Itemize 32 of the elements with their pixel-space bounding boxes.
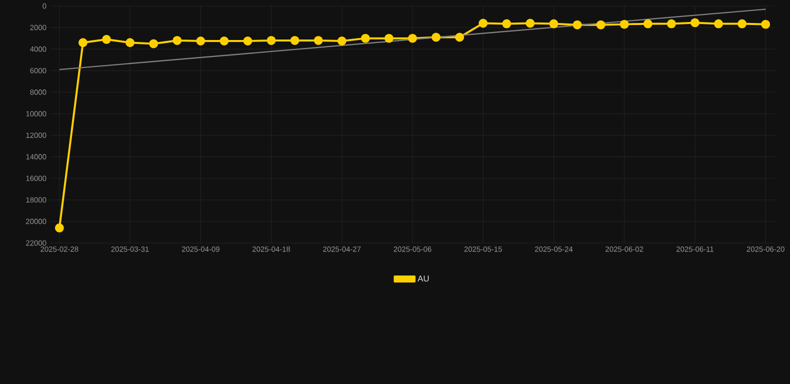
point xyxy=(149,39,158,48)
point xyxy=(172,36,182,45)
point xyxy=(384,34,394,43)
point xyxy=(220,36,229,46)
point xyxy=(266,36,276,45)
point xyxy=(337,36,346,46)
point xyxy=(408,34,417,43)
point xyxy=(432,32,441,42)
legend-label: AU xyxy=(418,276,429,282)
point xyxy=(455,32,464,42)
point xyxy=(502,19,512,28)
point xyxy=(478,18,488,28)
point xyxy=(596,20,606,30)
point xyxy=(314,36,323,45)
point xyxy=(78,38,88,48)
point xyxy=(54,223,64,232)
point xyxy=(666,19,676,28)
point xyxy=(526,18,535,28)
point xyxy=(572,20,582,30)
point xyxy=(290,36,300,45)
point xyxy=(360,34,370,43)
point xyxy=(620,20,629,29)
point xyxy=(643,19,652,28)
point xyxy=(761,20,770,29)
point xyxy=(196,36,206,46)
point xyxy=(549,19,558,28)
point xyxy=(690,18,700,28)
point xyxy=(102,34,111,44)
point xyxy=(738,19,747,28)
point xyxy=(714,19,724,28)
point xyxy=(243,36,252,46)
point xyxy=(126,38,135,48)
